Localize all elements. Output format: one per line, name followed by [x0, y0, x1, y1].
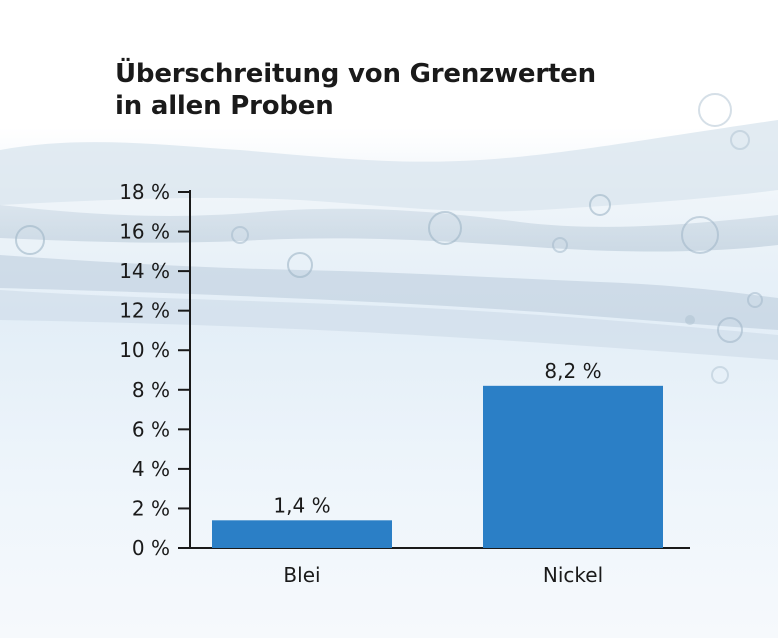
category-label-nickel: Nickel: [543, 563, 603, 587]
y-tick-label: 16 %: [119, 220, 170, 244]
chart-title-line-2: in allen Proben: [115, 91, 334, 121]
y-tick-label: 6 %: [132, 417, 170, 441]
y-tick-label: 12 %: [119, 299, 170, 323]
y-tick-label: 0 %: [132, 536, 170, 560]
data-label-blei: 1,4 %: [273, 493, 330, 517]
data-label-nickel: 8,2 %: [544, 359, 601, 383]
y-tick-label: 2 %: [132, 496, 170, 520]
y-tick-label: 4 %: [132, 457, 170, 481]
y-tick-label: 14 %: [119, 259, 170, 283]
bar-blei: [212, 520, 392, 548]
y-tick-label: 8 %: [132, 378, 170, 402]
chart-title-line-1: Überschreitung von Grenzwerten: [115, 59, 596, 89]
chart-title: Überschreitung von Grenzwerten in allen …: [115, 58, 596, 122]
category-label-blei: Blei: [283, 563, 320, 587]
y-tick-label: 10 %: [119, 338, 170, 362]
bar-nickel: [483, 385, 663, 548]
y-tick-label: 18 %: [119, 180, 170, 204]
